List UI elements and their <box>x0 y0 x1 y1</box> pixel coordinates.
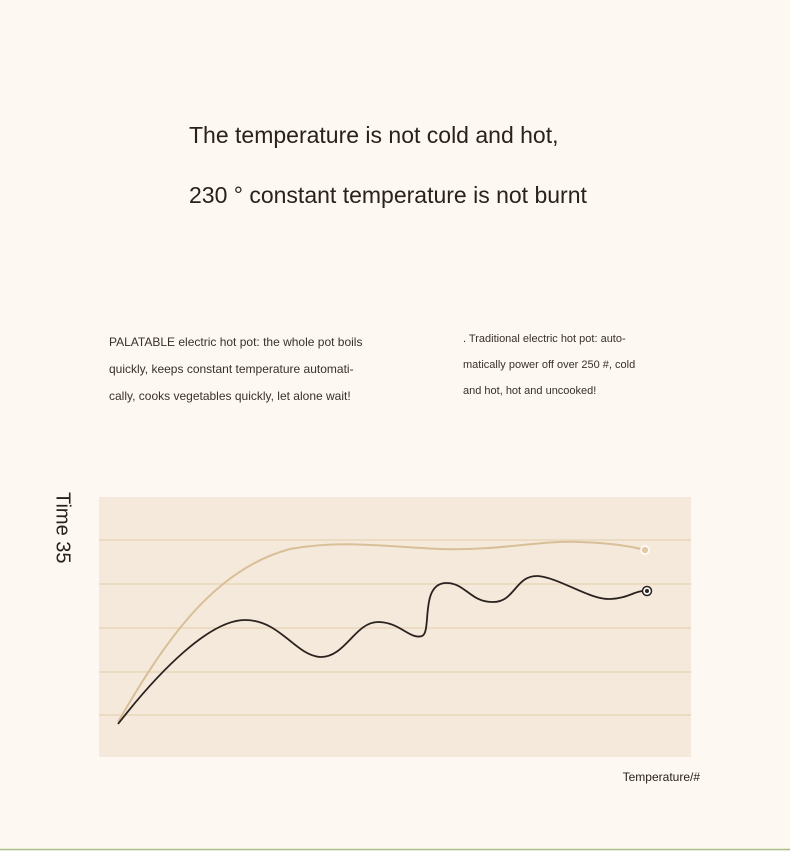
heading: The temperature is not cold and hot, <box>189 122 559 148</box>
guide-lines <box>99 539 691 716</box>
y-axis-label: Time 35 <box>52 492 74 564</box>
curve-end <box>640 545 650 555</box>
heading: 230 ° constant temperature is not burnt <box>189 182 587 208</box>
right-text: and hot, hot and uncooked! <box>463 385 597 397</box>
curve-end-dot <box>645 589 649 593</box>
left-text: PALATABLE electric hot pot: the whole po… <box>109 335 363 349</box>
x-axis-label: Temperature/# <box>623 770 701 784</box>
left-text: cally, cooks vegetables quickly, let alo… <box>109 389 351 403</box>
palatable-curve <box>117 540 646 723</box>
left-text: quickly, keeps constant temperature auto… <box>109 362 354 376</box>
right-text: . Traditional electric hot pot: auto- <box>463 333 626 345</box>
right-text: matically power off over 250 #, cold <box>463 359 636 371</box>
traditional-curve <box>117 575 648 725</box>
chart-panel <box>99 497 691 757</box>
